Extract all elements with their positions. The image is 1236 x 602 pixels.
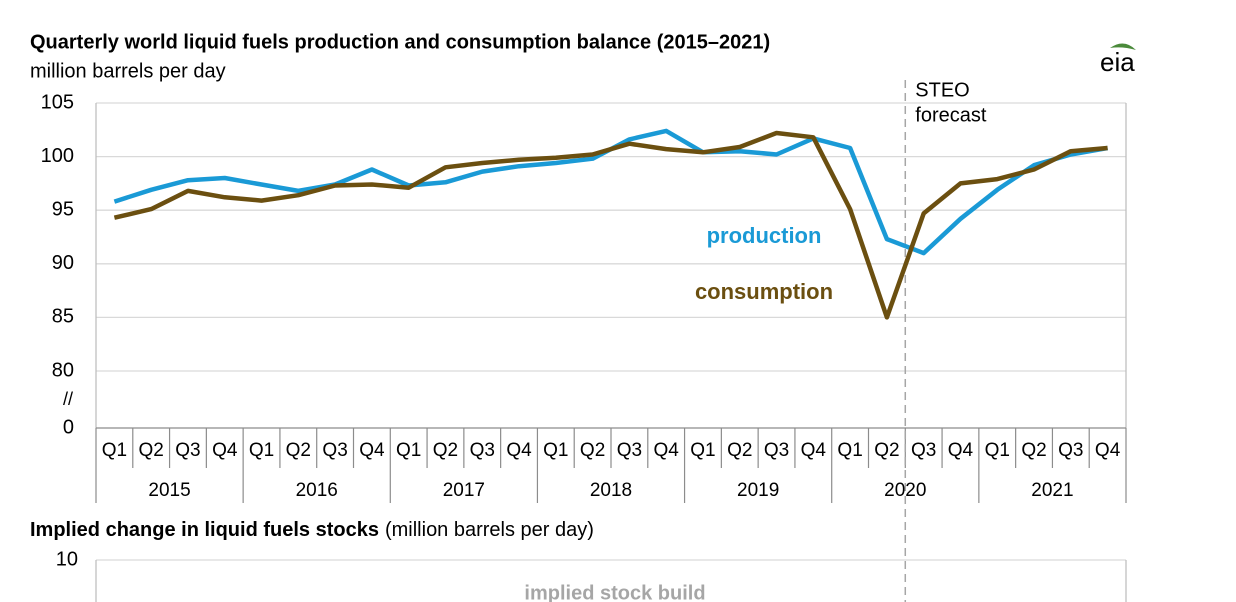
year-label: 2019: [737, 480, 779, 501]
x-tick-label: Q3: [764, 440, 789, 461]
x-tick-label: Q4: [653, 440, 679, 461]
x-tick-label: Q2: [1021, 440, 1046, 461]
x-tick-label: Q4: [948, 440, 974, 461]
year-label: 2021: [1031, 480, 1073, 501]
x-tick-label: Q3: [322, 440, 347, 461]
x-tick-label: Q2: [286, 440, 311, 461]
x-tick-label: Q3: [470, 440, 495, 461]
year-label: 2018: [590, 480, 632, 501]
logo: eia: [1100, 47, 1135, 77]
x-tick-label: Q1: [396, 440, 421, 461]
y-tick-label: 90: [52, 252, 74, 274]
x-tick-label: Q3: [1058, 440, 1083, 461]
x-tick-label: Q4: [506, 440, 532, 461]
y-tick-label: 80: [52, 359, 74, 381]
year-label: 2017: [443, 480, 485, 501]
year-label: 2015: [148, 480, 190, 501]
chart-title: Quarterly world liquid fuels production …: [30, 31, 770, 53]
x-tick-label: Q3: [911, 440, 936, 461]
y-tick-label: 85: [52, 306, 74, 328]
x-tick-label: Q3: [617, 440, 642, 461]
x-tick-label: Q4: [1095, 440, 1121, 461]
y-tick-label: 10: [56, 548, 78, 570]
x-tick-label: Q2: [580, 440, 605, 461]
x-tick-label: Q3: [175, 440, 200, 461]
x-tick-label: Q1: [690, 440, 715, 461]
forecast-label: STEO: [915, 79, 969, 101]
legend-label: production: [707, 223, 822, 248]
x-tick-label: Q2: [433, 440, 458, 461]
x-tick-label: Q2: [138, 440, 163, 461]
axis-break: //: [63, 389, 73, 409]
year-label: 2016: [296, 480, 338, 501]
line-consumption: [113, 130, 1108, 320]
x-tick-label: Q2: [727, 440, 752, 461]
y-tick-label: 0: [63, 416, 74, 438]
x-tick-label: Q1: [837, 440, 862, 461]
x-tick-label: Q4: [212, 440, 238, 461]
logo-leaf: [1110, 43, 1136, 50]
forecast-label: forecast: [915, 104, 987, 126]
y-tick-label: 100: [41, 145, 74, 167]
chart-title-units: (million barrels per day): [385, 519, 594, 541]
x-tick-label: Q1: [543, 440, 568, 461]
x-tick-label: Q1: [985, 440, 1010, 461]
x-tick-label: Q4: [801, 440, 827, 461]
y-tick-label: 95: [52, 198, 74, 220]
x-tick-label: Q1: [102, 440, 127, 461]
chart-subtitle: million barrels per day: [30, 60, 226, 82]
annotation: implied stock build: [524, 582, 705, 602]
legend-label: consumption: [695, 279, 833, 304]
chart-title-bold: Implied change in liquid fuels stocks: [30, 519, 379, 541]
chart-title: Implied change in liquid fuels stocks (mi…: [30, 519, 594, 541]
x-tick-label: Q2: [874, 440, 899, 461]
y-tick-label: 105: [41, 91, 74, 113]
x-tick-label: Q1: [249, 440, 274, 461]
x-tick-label: Q4: [359, 440, 385, 461]
